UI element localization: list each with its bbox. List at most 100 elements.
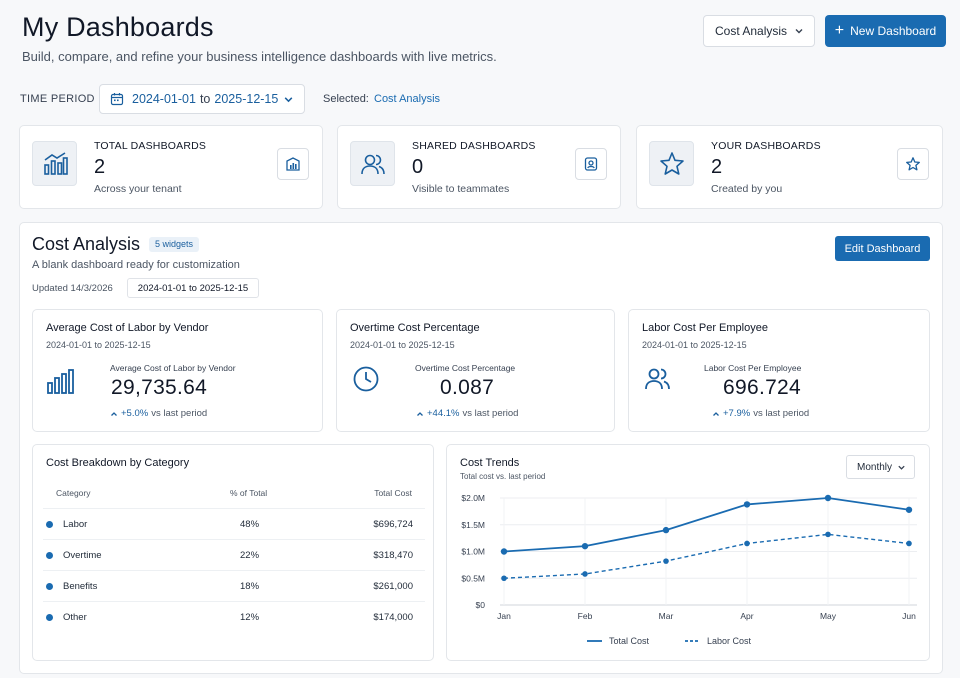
building-chart-icon[interactable]	[277, 148, 309, 180]
legend-label: Labor Cost	[707, 636, 752, 646]
category-dot	[46, 583, 53, 590]
kpi-subtitle: Labor Cost Per Employee	[704, 363, 802, 373]
stat-card-shared: SHARED DASHBOARDS 0 Visible to teammates	[337, 125, 621, 209]
stat-label: YOUR DASHBOARDS	[711, 140, 821, 152]
category-percent: 48%	[240, 519, 260, 530]
x-tick-label: Mar	[659, 611, 674, 621]
data-point	[744, 540, 750, 547]
page-title: My Dashboards	[22, 12, 214, 42]
category-dot	[46, 552, 53, 559]
category-cost: $261,000	[373, 581, 413, 592]
category-name: Overtime	[63, 550, 102, 561]
user-badge-icon[interactable]	[575, 148, 607, 180]
x-tick-label: Jun	[902, 611, 916, 621]
stat-value: 0	[412, 156, 424, 178]
kpi-card-avg-cost: Average Cost of Labor by Vendor 2024-01-…	[32, 309, 323, 432]
stat-caption: Created by you	[711, 183, 783, 195]
kpi-delta: +44.1% vs last period	[416, 408, 518, 419]
kpi-card-per-employee: Labor Cost Per Employee 2024-01-01 to 20…	[628, 309, 930, 432]
category-percent: 18%	[240, 581, 260, 592]
x-tick-label: Jan	[497, 611, 511, 621]
data-point	[824, 494, 832, 502]
category-percent: 22%	[240, 550, 260, 561]
time-period-select[interactable]: 2024-01-01 to 2025-12-15	[99, 84, 305, 114]
chevron-down-icon	[795, 29, 803, 34]
table-row[interactable]: Benefits 18% $261,000	[43, 570, 425, 601]
dashboard-select-value: Cost Analysis	[715, 24, 788, 38]
new-dashboard-button[interactable]: + New Dashboard	[825, 15, 946, 47]
category-percent: 12%	[240, 612, 260, 623]
selected-label: Selected:	[323, 93, 369, 105]
chart-subtitle: Total cost vs. last period	[460, 472, 546, 481]
star-icon[interactable]	[897, 148, 929, 180]
start-date: 2024-01-01	[132, 92, 196, 106]
category-dot	[46, 614, 53, 621]
bar-chart-icon	[47, 369, 74, 394]
data-point	[581, 542, 589, 550]
kpi-subtitle: Average Cost of Labor by Vendor	[110, 363, 236, 373]
cost-breakdown-table: Cost Breakdown by Category Category % of…	[32, 444, 434, 661]
stat-label: TOTAL DASHBOARDS	[94, 140, 207, 152]
plus-icon: +	[834, 21, 845, 39]
data-point	[825, 531, 831, 538]
kpi-value: 696.724	[723, 376, 802, 399]
kpi-delta: +7.9% vs last period	[712, 408, 809, 419]
users-icon	[645, 368, 670, 390]
data-point	[500, 548, 508, 555]
category-name: Benefits	[63, 581, 98, 592]
series-line-0	[503, 497, 910, 553]
kpi-range: 2024-01-01 to 2025-12-15	[46, 340, 151, 350]
chart-title: Cost Trends	[460, 457, 520, 469]
y-tick-label: $0	[476, 600, 486, 610]
kpi-card-overtime: Overtime Cost Percentage 2024-01-01 to 2…	[336, 309, 615, 432]
table-title: Cost Breakdown by Category	[46, 457, 190, 469]
dashboard-select[interactable]: Cost Analysis	[703, 15, 815, 47]
date-separator: to	[199, 92, 211, 106]
category-name: Labor	[63, 519, 88, 530]
stat-caption: Across your tenant	[94, 183, 182, 195]
stat-caption: Visible to teammates	[412, 183, 510, 195]
users-icon	[350, 141, 395, 186]
data-point	[582, 571, 588, 577]
stat-value: 2	[94, 156, 106, 178]
chevron-up-icon	[417, 411, 423, 416]
x-tick-label: Apr	[740, 611, 753, 621]
x-tick-label: Feb	[578, 611, 593, 621]
kpi-delta-suffix: vs last period	[462, 408, 519, 419]
kpi-range: 2024-01-01 to 2025-12-15	[350, 340, 455, 350]
dashboard-title: Cost Analysis	[32, 234, 141, 254]
table-row[interactable]: Labor 48% $696,724	[43, 508, 425, 539]
period-select-value: Monthly	[857, 461, 893, 473]
data-point	[501, 575, 507, 582]
data-point	[905, 506, 913, 513]
new-dashboard-label: New Dashboard	[850, 24, 937, 38]
kpi-delta-value: +44.1%	[427, 408, 460, 419]
star-icon	[649, 141, 694, 186]
data-point	[906, 540, 912, 547]
clock-icon	[353, 366, 379, 392]
category-dot	[46, 521, 53, 528]
kpi-title: Overtime Cost Percentage	[350, 322, 480, 334]
bar-chart-icon	[32, 141, 77, 186]
period-select[interactable]: Monthly	[846, 455, 915, 479]
y-tick-label: $2.0M	[461, 493, 485, 503]
dashboard-date-range: 2024-01-01 to 2025-12-15	[127, 278, 259, 298]
kpi-subtitle: Overtime Cost Percentage	[415, 363, 516, 373]
y-tick-label: $1.0M	[461, 547, 485, 557]
stat-card-total: TOTAL DASHBOARDS 2 Across your tenant	[19, 125, 323, 209]
end-date: 2025-12-15	[214, 92, 279, 106]
edit-dashboard-button[interactable]: Edit Dashboard	[835, 236, 930, 261]
kpi-title: Labor Cost Per Employee	[642, 322, 768, 334]
category-cost: $318,470	[373, 550, 413, 561]
kpi-delta-suffix: vs last period	[753, 408, 810, 419]
page-subtitle: Build, compare, and refine your business…	[22, 49, 497, 64]
column-header-category: Category	[56, 488, 91, 498]
table-row[interactable]: Other 12% $174,000	[43, 601, 425, 632]
legend-label: Total Cost	[609, 636, 650, 646]
selected-value: Cost Analysis	[374, 93, 441, 105]
kpi-delta-value: +5.0%	[121, 408, 149, 419]
stat-card-yours: YOUR DASHBOARDS 2 Created by you	[636, 125, 943, 209]
table-row[interactable]: Overtime 22% $318,470	[43, 539, 425, 570]
kpi-range: 2024-01-01 to 2025-12-15	[642, 340, 747, 350]
data-point	[743, 501, 751, 508]
